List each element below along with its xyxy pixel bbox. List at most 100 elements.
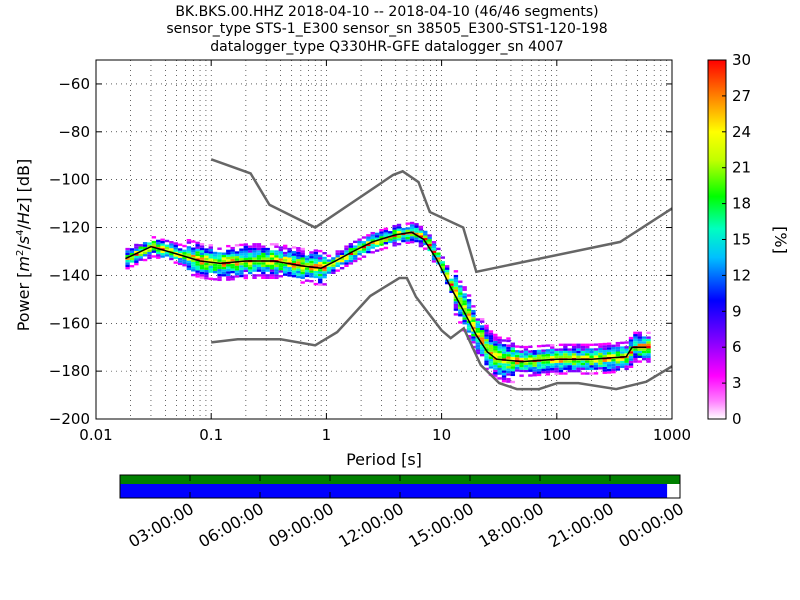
heat-cell — [606, 361, 612, 365]
heat-cell — [409, 240, 415, 244]
heat-cell — [374, 244, 380, 248]
heat-cell — [611, 349, 616, 352]
heat-cell — [440, 268, 445, 271]
heat-cell — [313, 256, 319, 259]
heat-cell — [335, 262, 340, 265]
heat-cell — [550, 365, 555, 369]
heat-cell — [239, 253, 244, 256]
heat-cell — [606, 342, 612, 345]
heat-cell — [348, 255, 354, 258]
heat-cell — [269, 262, 275, 265]
heat-cell — [374, 249, 380, 252]
heat-cell — [182, 252, 187, 255]
heat-cell — [620, 351, 625, 354]
heat-cell — [458, 285, 463, 288]
heat-cell — [510, 349, 516, 353]
heat-cell — [501, 365, 507, 369]
heat-cell — [598, 343, 603, 346]
heat-cell — [589, 350, 594, 354]
heat-cell — [339, 250, 345, 253]
heat-cell — [488, 330, 494, 333]
heat-cell — [252, 269, 257, 272]
heat-cell — [475, 330, 480, 333]
heat-cell — [418, 232, 424, 236]
heat-cell — [506, 366, 511, 369]
heat-cell — [160, 255, 165, 258]
heat-cell — [585, 346, 590, 349]
heat-cell — [335, 252, 340, 256]
heat-cell — [147, 251, 152, 255]
heat-cell — [217, 264, 222, 267]
heat-cell — [142, 254, 148, 257]
heat-cell — [519, 350, 524, 353]
heat-cell — [554, 365, 559, 368]
heat-cell — [339, 257, 345, 260]
heat-cell — [598, 347, 603, 351]
heat-cell — [427, 243, 432, 247]
heat-cell — [147, 242, 152, 245]
heat-cell — [177, 248, 183, 251]
heat-cell — [401, 235, 406, 238]
heat-cell — [156, 244, 161, 247]
heat-cell — [479, 334, 485, 338]
heat-cell — [353, 259, 358, 263]
heat-cell — [506, 354, 511, 357]
heat-cell — [510, 354, 516, 357]
heat-cell — [331, 259, 336, 263]
x-tick-label: 0.01 — [79, 426, 112, 444]
heat-cell — [156, 242, 161, 245]
heat-cell — [322, 283, 327, 286]
heat-cell — [383, 246, 389, 250]
heat-cell — [357, 250, 362, 253]
heat-cell — [580, 362, 586, 366]
heat-cell — [633, 357, 638, 361]
heat-cell — [423, 233, 428, 236]
heat-cell — [479, 346, 485, 350]
heat-cell — [620, 360, 625, 364]
heat-cell — [510, 356, 516, 360]
heat-cell — [247, 264, 253, 268]
heat-cell — [129, 255, 135, 258]
heat-cell — [331, 264, 336, 267]
heat-cell — [646, 331, 651, 335]
heat-cell — [204, 265, 209, 268]
heat-cell — [453, 286, 459, 290]
heat-cell — [331, 262, 336, 265]
heat-cell — [637, 355, 642, 358]
heat-cell — [226, 268, 231, 272]
heat-cell — [423, 237, 428, 241]
heat-cell — [589, 355, 594, 358]
heat-cell — [409, 224, 415, 227]
heat-cell — [488, 351, 494, 355]
heat-cell — [261, 245, 266, 248]
heat-cell — [186, 239, 192, 242]
heat-cell — [239, 255, 244, 259]
heat-cell — [291, 274, 297, 278]
heat-cell — [300, 274, 305, 277]
heat-cell — [536, 349, 542, 353]
heat-cell — [226, 256, 231, 260]
heat-cell — [388, 238, 393, 241]
heat-cell — [501, 344, 507, 347]
heat-cell — [479, 351, 485, 354]
heat-cell — [191, 269, 196, 272]
heat-cell — [169, 243, 174, 246]
heat-cell — [230, 251, 235, 255]
heat-cell — [580, 355, 586, 358]
heat-cell — [405, 236, 410, 240]
heat-cell — [541, 351, 546, 355]
plot-frame — [95, 59, 673, 420]
heat-cell — [541, 366, 546, 369]
heat-cell — [278, 246, 284, 249]
heat-cell — [300, 266, 305, 270]
heat-cell — [256, 255, 262, 258]
heat-cell — [177, 262, 183, 266]
heat-cell — [230, 263, 235, 267]
heat-cell — [221, 266, 227, 270]
heat-cell — [151, 236, 157, 239]
x-tick-label: 0.1 — [199, 426, 223, 444]
heat-cell — [405, 241, 410, 245]
heat-cell — [199, 243, 205, 246]
heat-cell — [226, 252, 231, 255]
heat-cell — [269, 274, 275, 277]
